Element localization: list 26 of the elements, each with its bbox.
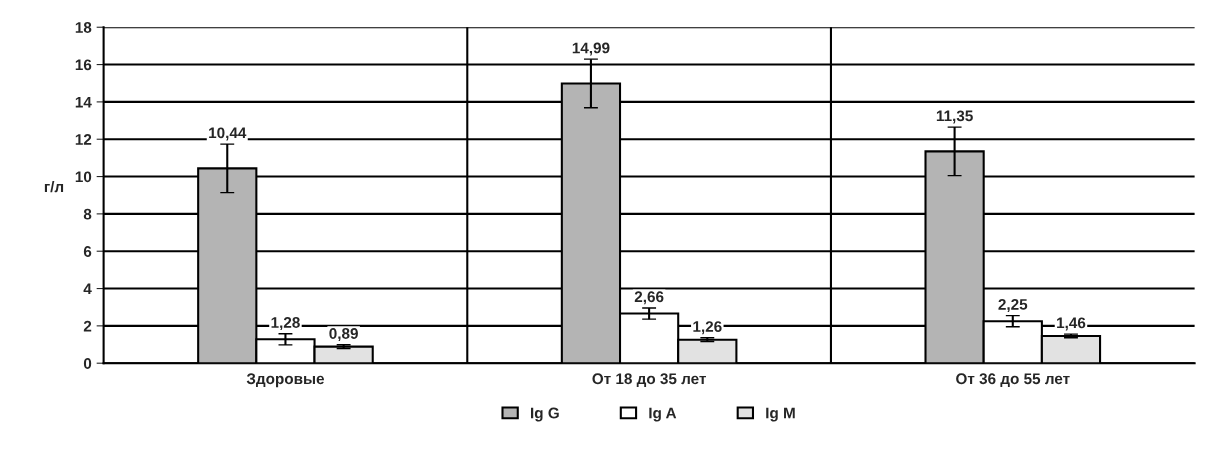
legend-label: Ig A: [649, 407, 677, 422]
data-label: 1,28: [271, 317, 300, 331]
data-label: 1,46: [1057, 317, 1086, 331]
y-tick-label: 8: [83, 208, 92, 220]
y-tick-label: 0: [83, 358, 92, 369]
legend-label: Ig M: [766, 407, 795, 422]
y-tick-label: 14: [75, 96, 92, 108]
data-label: 11,35: [936, 110, 973, 124]
x-tick-label: От 36 до 55 лет: [956, 373, 1070, 388]
y-axis-title: г/л: [44, 180, 64, 193]
y-tick-label: 16: [75, 59, 92, 71]
x-tick-label: Здоровые: [246, 373, 325, 388]
x-tick-label: От 18 до 35 лет: [592, 373, 707, 388]
data-label: 2,66: [634, 291, 664, 305]
y-tick-label: 6: [83, 246, 92, 257]
y-tick-label: 12: [75, 134, 92, 145]
y-tick-label: 10: [75, 171, 92, 183]
data-label: 0,89: [329, 328, 358, 342]
legend-label: Ig G: [531, 407, 559, 422]
data-label: 2,25: [998, 298, 1028, 312]
data-label: 1,26: [693, 321, 722, 335]
y-tick-label: 18: [75, 22, 92, 33]
data-label: 14,99: [572, 42, 610, 56]
y-tick-label: 2: [83, 320, 92, 332]
y-tick-label: 4: [83, 283, 92, 295]
data-label: 10,44: [209, 127, 247, 141]
